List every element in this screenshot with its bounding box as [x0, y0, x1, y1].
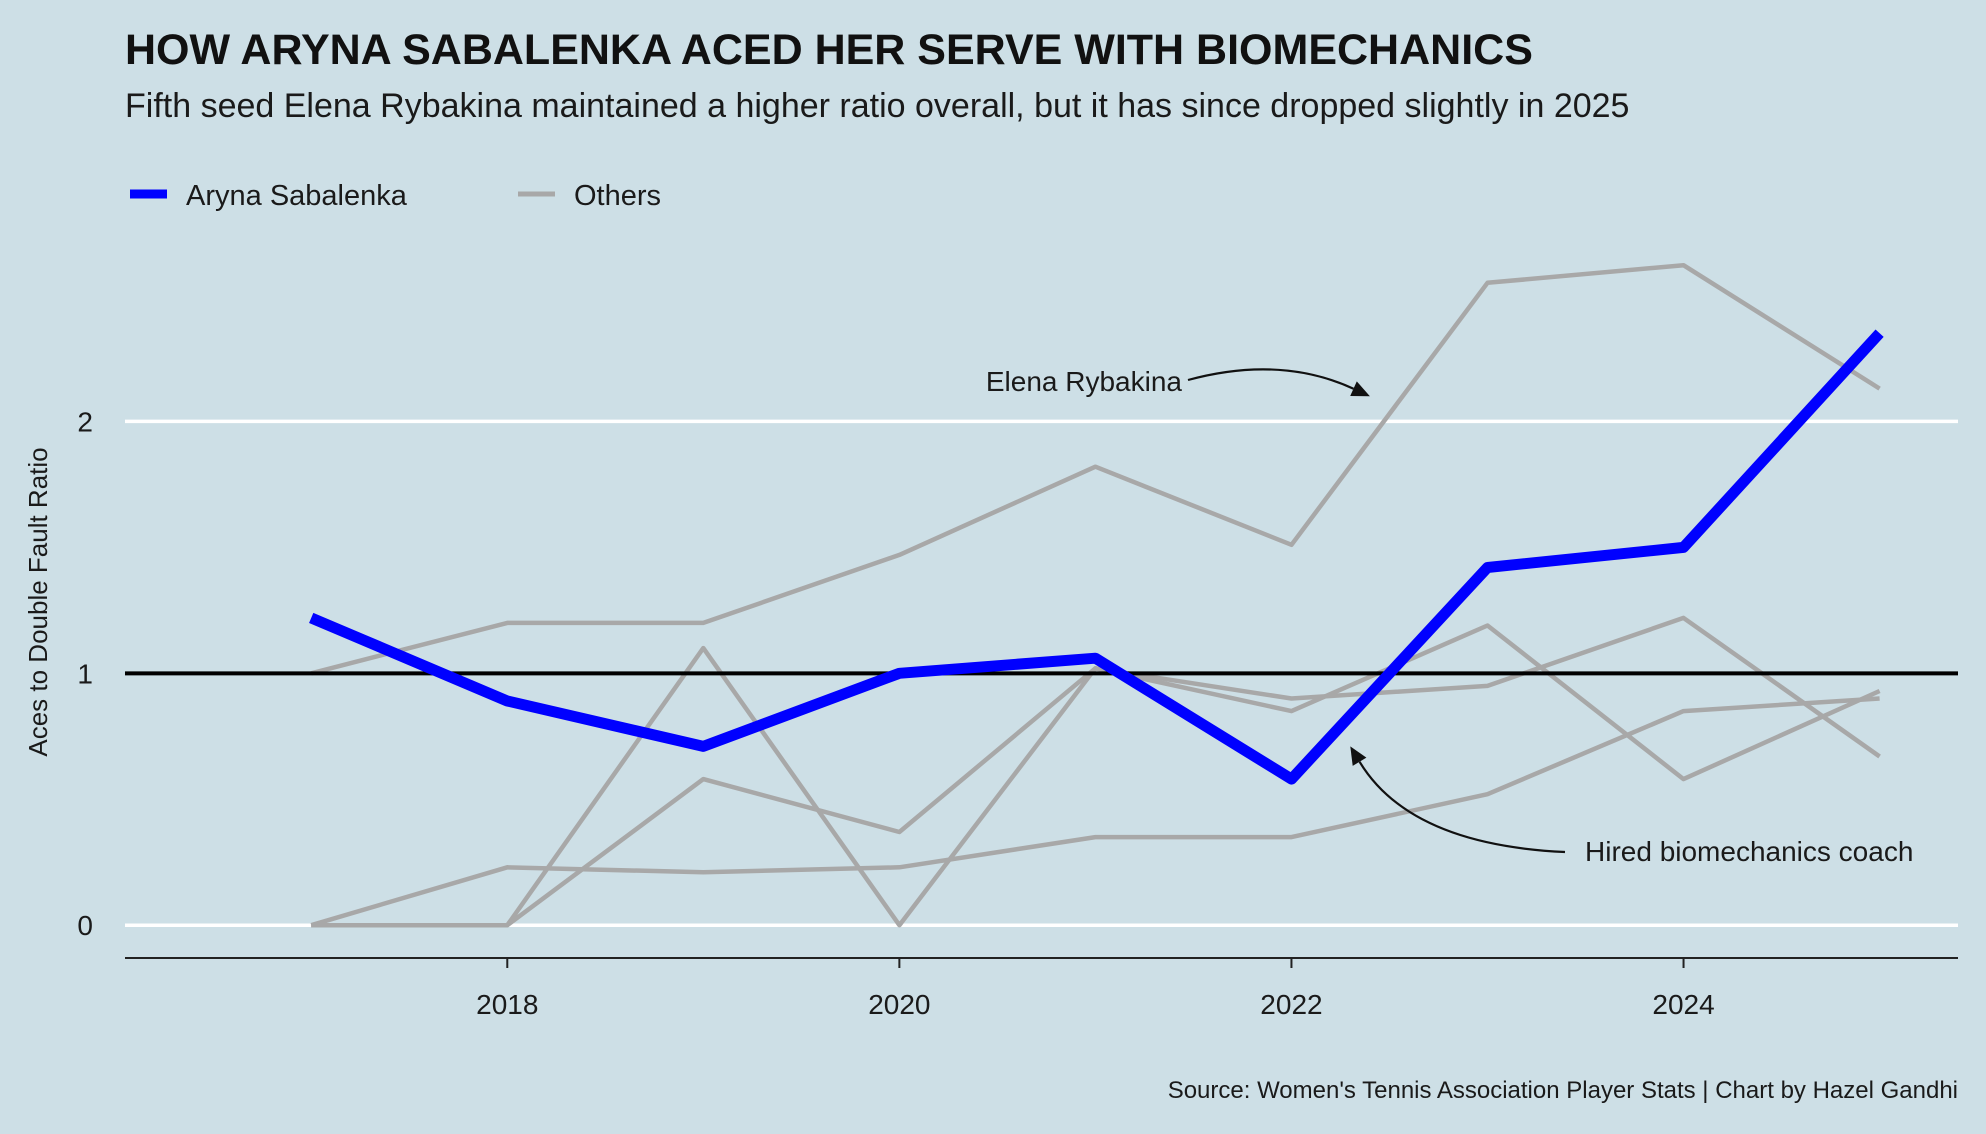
legend: Aryna Sabalenka Others — [130, 180, 661, 212]
x-tick-label-2020: 2020 — [868, 989, 930, 1020]
series-line-other-1 — [310, 262, 1881, 676]
source-note: Source: Women's Tennis Association Playe… — [1168, 1077, 1958, 1104]
annotation-rybakina-arrow — [1187, 368, 1354, 390]
annotation-coach-label: Hired biomechanics coach — [1585, 836, 1913, 867]
series-lines — [125, 262, 1958, 928]
series-line-other-2 — [311, 615, 1881, 928]
annotation-rybakina-arrowhead — [1350, 381, 1370, 397]
x-tick-label-2018: 2018 — [476, 989, 538, 1020]
series-line-other-4 — [310, 696, 1880, 928]
y-tick-label-0: 0 — [77, 910, 93, 941]
legend-label-sabalenka: Aryna Sabalenka — [186, 180, 408, 212]
annotation-coach-arrowhead — [1350, 746, 1367, 766]
chart-title: HOW ARYNA SABALENKA ACED HER SERVE WITH … — [125, 26, 1533, 74]
annotations: Elena Rybakina Hired biomechanics coach — [986, 366, 1914, 867]
annotation-coach-arrow — [1358, 761, 1566, 854]
y-tick-label-1: 1 — [77, 658, 93, 689]
y-axis-title: Aces to Double Fault Ratio — [23, 447, 53, 756]
y-tick-label-2: 2 — [77, 406, 93, 437]
annotation-rybakina-label: Elena Rybakina — [986, 366, 1183, 397]
x-tick-label-2024: 2024 — [1652, 989, 1714, 1020]
x-tick-label-2022: 2022 — [1260, 989, 1322, 1020]
series-line-sabalenka — [309, 329, 1884, 785]
axes: 2018 2020 2022 2024 0 1 2 — [77, 406, 1958, 1020]
legend-label-others: Others — [574, 180, 661, 212]
chart-subtitle: Fifth seed Elena Rybakina maintained a h… — [125, 87, 1629, 125]
